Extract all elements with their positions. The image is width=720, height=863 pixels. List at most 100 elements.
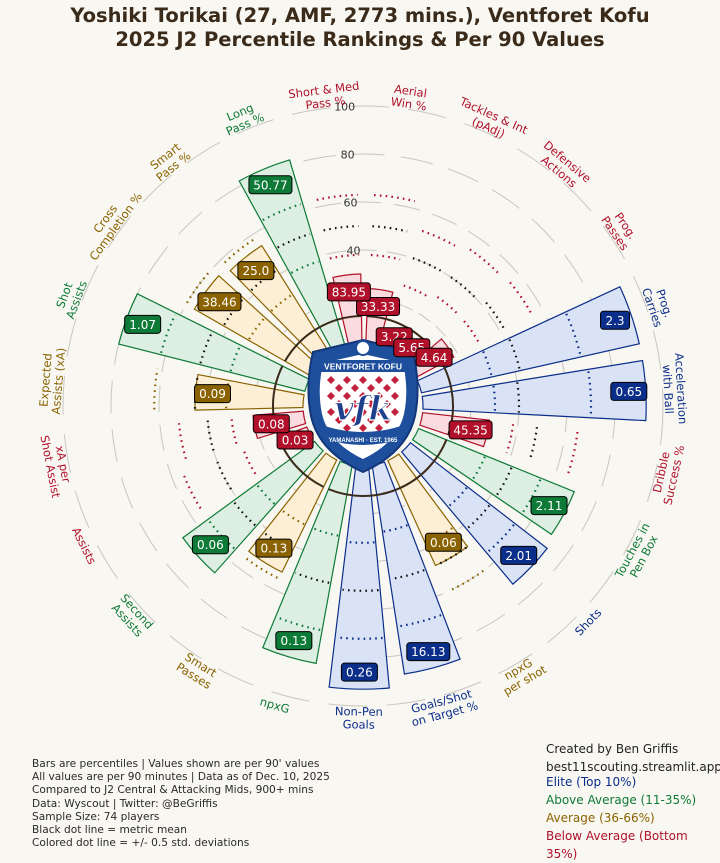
dot-line-2 bbox=[450, 276, 476, 298]
value-label-3: 4.64 bbox=[421, 351, 448, 365]
logo-diamond bbox=[351, 416, 359, 424]
dot-line-13 bbox=[244, 557, 278, 579]
dot-line-22 bbox=[323, 224, 359, 232]
value-label-17: 0.09 bbox=[199, 387, 226, 401]
value-label-0: 33.33 bbox=[361, 300, 395, 314]
radial-tick-label: 80 bbox=[341, 148, 355, 161]
dot-line-21 bbox=[290, 260, 319, 274]
logo-diamond bbox=[375, 424, 383, 432]
dot-line-22 bbox=[316, 193, 358, 202]
footer-line: Colored dot line = +/- 0.5 std. deviatio… bbox=[32, 837, 250, 850]
dot-line-4 bbox=[482, 351, 493, 377]
logo-top-text: VENTFORET KOFU bbox=[324, 362, 402, 372]
value-box-10 bbox=[406, 642, 451, 662]
logo-diamond bbox=[351, 400, 359, 408]
footer-line: Data: Wyscout | Twitter: @BeGriffis bbox=[32, 797, 218, 810]
logo-diamond bbox=[327, 376, 335, 384]
metric-label-6: DribbleSuccess % bbox=[648, 441, 688, 506]
title-line-1: Yoshiki Torikai (27, AMF, 2773 mins.), V… bbox=[70, 4, 650, 27]
logo-diamond bbox=[375, 408, 383, 416]
dot-line-1 bbox=[403, 284, 427, 297]
title-line-2: 2025 J2 Percentile Rankings & Per 90 Val… bbox=[115, 28, 605, 51]
logo-monogram: vfk bbox=[334, 389, 392, 429]
logo-bottom-text: YAMANASHI · EST. 1965 bbox=[329, 438, 398, 444]
dot-line-14 bbox=[256, 484, 276, 505]
metric-label-20: SmartPass % bbox=[145, 138, 193, 184]
dot-line-19 bbox=[248, 317, 266, 340]
value-box-5 bbox=[610, 381, 648, 401]
metric-label-16: xA perShot Assist bbox=[37, 432, 76, 500]
dot-line-18 bbox=[199, 332, 213, 364]
metric-label-21: LongPass % bbox=[219, 98, 266, 138]
dot-line-16 bbox=[177, 423, 187, 460]
value-label-21: 50.77 bbox=[253, 178, 287, 192]
logo-diamond bbox=[335, 384, 343, 392]
footer-line: Black dot line = metric mean bbox=[32, 824, 188, 837]
value-box-22 bbox=[326, 282, 371, 302]
metric-label-18: ShotAssists bbox=[51, 274, 90, 320]
dot-line-2 bbox=[436, 296, 458, 315]
logo-diamond bbox=[343, 376, 351, 384]
dot-line-1 bbox=[412, 257, 442, 272]
footer-line: Compared to J2 Central & Attacking Mids,… bbox=[32, 784, 314, 797]
bar-4 bbox=[416, 286, 640, 394]
group-arc bbox=[328, 439, 448, 497]
dot-line-17 bbox=[193, 375, 199, 409]
metric-label-13: SmartPasses bbox=[174, 649, 221, 692]
dot-line-14 bbox=[233, 501, 256, 527]
logo-diamond bbox=[383, 384, 391, 392]
value-box-7 bbox=[530, 496, 568, 516]
metric-label-1: Tackles & Int(pAdj) bbox=[451, 94, 530, 149]
value-label-11: 0.26 bbox=[346, 666, 373, 680]
value-box-11 bbox=[340, 662, 378, 682]
logo-diamond bbox=[359, 408, 367, 416]
dot-line-6 bbox=[567, 431, 579, 474]
metric-label-9: npxGper shot bbox=[494, 651, 549, 699]
value-label-18: 1.07 bbox=[129, 318, 156, 332]
dot-line-12 bbox=[313, 527, 339, 537]
radial-tick-label: 60 bbox=[344, 196, 358, 209]
dot-line-11 bbox=[342, 588, 379, 592]
legend-elite: Elite (Top 10%) bbox=[546, 775, 637, 789]
value-label-4: 2.3 bbox=[605, 314, 624, 328]
dot-line-3 bbox=[463, 320, 480, 343]
dot-line-5 bbox=[516, 382, 521, 413]
metric-label-3: Prog.Passes bbox=[598, 206, 642, 253]
metric-label-10: Goals/Shoton Target % bbox=[407, 686, 480, 730]
logo-diamond bbox=[391, 408, 399, 416]
value-label-19: 38.46 bbox=[202, 295, 236, 309]
dot-line-7 bbox=[471, 456, 486, 480]
value-box-21 bbox=[248, 175, 293, 195]
team-logo: VENTFORET KOFU vfk YAMANASHI · EST. 1965 bbox=[307, 338, 419, 474]
legend-average: Average (36-66%) bbox=[546, 811, 655, 825]
dot-line-4 bbox=[565, 313, 582, 356]
dot-line-2 bbox=[469, 248, 500, 274]
dot-line-9 bbox=[436, 546, 467, 566]
dot-line-12 bbox=[295, 571, 330, 584]
metric-label-22: Short & MedPass % bbox=[288, 79, 362, 115]
dot-line-1 bbox=[421, 229, 456, 247]
metric-label-7: Touches inPen Box bbox=[611, 520, 664, 587]
logo-diamond bbox=[359, 392, 367, 400]
metric-label-0: AerialWin % bbox=[390, 81, 430, 113]
value-box-19 bbox=[197, 292, 242, 312]
dot-line-6 bbox=[528, 426, 539, 461]
logo-diamond bbox=[335, 400, 343, 408]
dot-line-8 bbox=[487, 524, 515, 553]
dot-line-0 bbox=[372, 225, 408, 233]
value-box-6 bbox=[448, 420, 493, 440]
value-box-3 bbox=[415, 347, 453, 367]
value-labels: 33.333.225.654.642.30.6545.352.112.010.0… bbox=[124, 175, 648, 682]
value-label-9: 0.06 bbox=[430, 536, 457, 550]
dot-line-0 bbox=[370, 253, 401, 261]
footer-notes: Bars are percentiles | Values shown are … bbox=[32, 758, 330, 850]
value-label-12: 0.13 bbox=[280, 634, 307, 648]
logo-diamond bbox=[359, 424, 367, 432]
value-label-6: 45.35 bbox=[453, 423, 487, 437]
dot-line-12 bbox=[277, 616, 321, 632]
dot-line-16 bbox=[230, 418, 238, 444]
value-box-18 bbox=[124, 314, 162, 334]
logo-diamond bbox=[327, 408, 335, 416]
metric-label-2: DefensiveActions bbox=[532, 138, 593, 196]
